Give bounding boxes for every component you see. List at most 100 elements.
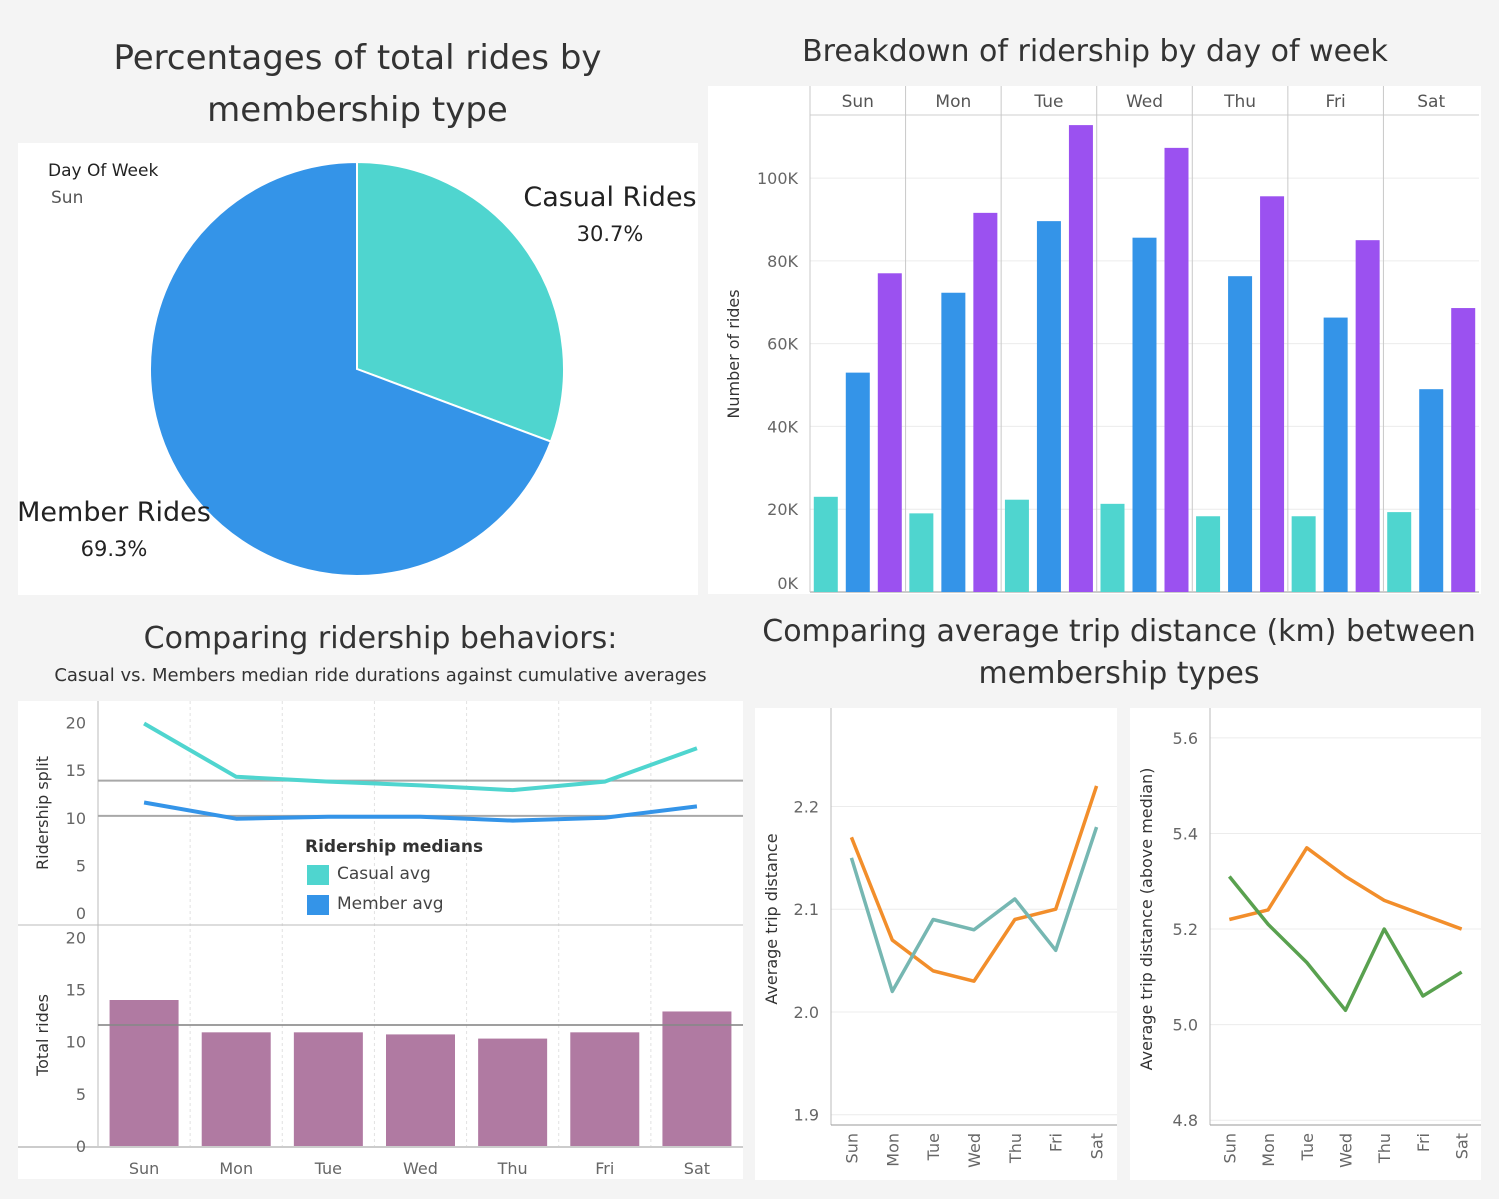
y-tick-label-upper: 20: [66, 714, 86, 733]
bar-member-mon: [941, 292, 966, 592]
y-tick-label-lower: 0: [76, 1137, 86, 1156]
x-tick-label: Thu: [497, 1159, 528, 1178]
bar-total-rides-wed: [386, 1034, 455, 1146]
bar-member-sat: [1419, 389, 1444, 592]
y-tick-label: 60K: [767, 335, 798, 354]
y-axis-title-upper: Ridership split: [33, 756, 52, 870]
behaviors-title: Comparing ridership behaviors:: [143, 621, 618, 656]
distance-title: Comparing average trip distance (km) bet…: [762, 614, 1476, 691]
y-tick-label: 4.8: [1173, 1111, 1198, 1130]
day-header-label: Sat: [1417, 92, 1445, 112]
y-tick-label-lower: 15: [66, 981, 86, 1000]
x-tick-label: Sat: [1453, 1133, 1472, 1159]
pie-slice-member: [149, 160, 553, 577]
bar-total-fri: [1355, 240, 1380, 592]
x-tick-label: Mon: [883, 1133, 902, 1167]
x-tick-label: Mon: [219, 1159, 253, 1178]
y-tick-label: 2.1: [794, 900, 819, 919]
pie-panel: Day Of Week Sun Casual Rides 30.7% Member …: [17, 143, 698, 595]
y-tick-label: 2.2: [794, 797, 819, 816]
line-teal-series: [849, 826, 1099, 994]
y-tick-label: 80K: [767, 252, 798, 271]
bar-member-thu: [1228, 276, 1253, 592]
bar-casual-sat: [1387, 512, 1412, 592]
bar-total-rides-fri: [570, 1032, 640, 1146]
y-tick-label: 2.0: [794, 1003, 819, 1022]
trip-distance-chart: 1.9 2.0 2.1 2.2 Sun Mon Tue Wed Thu Fri Sat Average…: [762, 708, 1117, 1168]
y-axis-title: Number of rides: [724, 289, 743, 418]
pie-chart: Casual Rides 30.7% Member Rides 69.3%: [17, 160, 697, 577]
bar-casual-fri: [1291, 516, 1316, 592]
bar-total-wed: [1164, 147, 1189, 592]
bar-casual-thu: [1196, 516, 1221, 592]
y-tick-label-lower: 20: [66, 928, 86, 947]
x-tick-label: Sun: [129, 1159, 159, 1178]
ridership-bar-chart: 0K 20K 40K 60K 80K 100K Sun Mon Tue Wed Thu Fri Sat N…: [724, 86, 1479, 593]
x-tick-label: Fri: [595, 1159, 614, 1178]
y-axis-title: Average trip distance (above median): [1137, 768, 1156, 1071]
x-tick-label: Wed: [1337, 1133, 1356, 1168]
filter-value[interactable]: Sun: [51, 188, 84, 208]
bar-casual-sun: [813, 496, 838, 592]
bar-member-sun: [845, 372, 870, 592]
y-tick-label-upper: 15: [66, 761, 86, 780]
x-tick-label: Tue: [924, 1133, 943, 1161]
x-tick-label: Wed: [965, 1133, 984, 1168]
bar-total-rides-tue: [293, 1032, 363, 1146]
y-tick-label-upper: 0: [76, 904, 86, 923]
y-tick-label: 5.6: [1173, 729, 1198, 748]
bar-total-rides-sat: [662, 1011, 732, 1146]
y-tick-label-upper: 5: [76, 856, 86, 875]
day-header-label: Wed: [1126, 92, 1163, 112]
bar-total-thu: [1260, 196, 1285, 592]
trip-distance-above-median-chart: 4.8 5.0 5.2 5.4 5.6 Sun Mon Tue Wed Thu Fri Sat Aver…: [1137, 708, 1481, 1168]
x-tick-label: Sat: [1088, 1133, 1107, 1159]
bar-total-mon: [973, 212, 998, 592]
y-tick-label: 5.0: [1173, 1016, 1198, 1035]
pie-label-member: Member Rides: [17, 497, 211, 528]
y-tick-label: 5.4: [1173, 824, 1198, 843]
bar-casual-tue: [1004, 499, 1029, 592]
y-tick-label: 5.2: [1173, 920, 1198, 939]
y-tick-label: 1.9: [794, 1106, 819, 1125]
y-tick-label: 20K: [767, 500, 798, 519]
day-header-label: Tue: [1033, 92, 1063, 112]
y-axis-title: Average trip distance: [762, 833, 781, 1004]
day-header-label: Fri: [1326, 92, 1346, 112]
bar-total-rides-mon: [201, 1032, 271, 1146]
day-header-label: Mon: [935, 92, 971, 112]
pie-percent-casual: 30.7%: [577, 222, 644, 246]
x-tick-label: Sun: [1220, 1133, 1239, 1163]
bar-member-tue: [1036, 221, 1061, 592]
bar-total-rides-thu: [478, 1038, 548, 1146]
line-casual-avg: [143, 721, 698, 793]
y-axis-title-lower: Total rides: [33, 994, 52, 1077]
distance-panel-right: 4.8 5.0 5.2 5.4 5.6 Sun Mon Tue Wed Thu Fri Sat Aver…: [1130, 708, 1481, 1180]
y-tick-label-lower: 5: [76, 1085, 86, 1104]
behaviors-subtitle: Casual vs. Members median ride durations…: [54, 665, 707, 686]
day-header-label: Thu: [1223, 92, 1256, 112]
legend-label-casual: Casual avg: [337, 864, 431, 884]
line-member-avg: [143, 800, 698, 823]
bar-member-fri: [1323, 317, 1348, 592]
behaviors-panel: 0 5 10 15 20 0 5 10 15 20 Sun Mon Tue Wed Thu Fri Sat Rid…: [18, 701, 743, 1179]
bar-chart-title: Breakdown of ridership by day of week: [802, 34, 1388, 69]
pie-chart-title: Percentages of total rides by membership…: [113, 38, 602, 130]
bar-total-sat: [1451, 308, 1476, 592]
legend-title: Ridership medians: [305, 837, 484, 857]
bar-total-tue: [1068, 125, 1093, 593]
x-tick-label: Mon: [1259, 1133, 1278, 1167]
x-tick-label: Wed: [403, 1159, 438, 1178]
bar-member-wed: [1132, 237, 1157, 592]
pie-percent-member: 69.3%: [81, 537, 148, 561]
x-tick-label: Fri: [1414, 1133, 1433, 1152]
line-orange-series: [849, 785, 1099, 983]
bar-total-sun: [877, 273, 902, 592]
y-tick-label: 40K: [767, 417, 798, 436]
distance-panel-left: 1.9 2.0 2.1 2.2 Sun Mon Tue Wed Thu Fri Sat Average…: [755, 708, 1117, 1180]
x-tick-label: Fri: [1047, 1133, 1066, 1152]
line-orange-series: [1228, 846, 1463, 931]
legend-label-member: Member avg: [337, 894, 444, 914]
x-tick-label: Sat: [684, 1159, 710, 1178]
x-tick-label: Thu: [1375, 1133, 1394, 1164]
